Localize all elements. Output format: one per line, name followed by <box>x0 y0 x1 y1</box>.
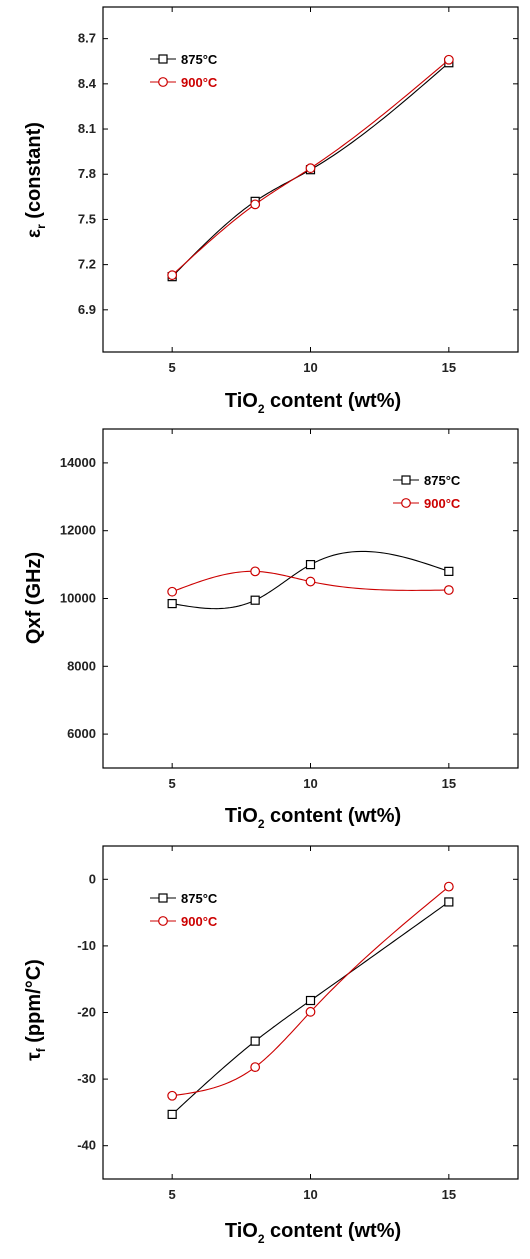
data-point-circle <box>443 585 454 595</box>
series-line <box>171 901 450 1115</box>
data-point-square <box>305 995 316 1006</box>
data-point-circle <box>250 1062 261 1073</box>
legend-marker-square <box>158 893 168 903</box>
data-point-square <box>250 1036 260 1046</box>
data-point-square <box>444 897 454 907</box>
series-line <box>171 570 449 593</box>
data-point-circle <box>443 54 454 65</box>
y-tick-label: -40 <box>77 1138 96 1153</box>
data-point-square <box>167 598 177 609</box>
legend-marker-square <box>401 475 411 485</box>
y-tick-label: 7.8 <box>78 166 96 181</box>
y-tick-label: -10 <box>77 938 96 953</box>
data-point-circle <box>305 576 316 587</box>
data-point-circle <box>443 881 454 892</box>
legend: 875°C 900°C <box>150 52 218 90</box>
data-point-square <box>444 566 454 576</box>
legend-label: 900°C <box>181 75 218 90</box>
legend-label: 900°C <box>424 496 461 511</box>
series-layer <box>167 550 454 610</box>
y-axis-symbol: τ <box>24 1052 45 1061</box>
y-axis-title: εr (constant) <box>23 122 48 238</box>
legend-label: 875°C <box>181 52 218 67</box>
x-axis-title: TiO2 content (wt%) <box>225 390 401 416</box>
y-tick-label: 8.1 <box>78 121 96 136</box>
y-axis-text: (constant) <box>23 122 45 224</box>
x-tick-label: 5 <box>169 360 176 375</box>
y-tick-label: 14000 <box>60 455 96 470</box>
data-point-circle <box>250 566 261 577</box>
y-tick-label: -20 <box>77 1005 96 1020</box>
data-point-square <box>305 559 316 570</box>
y-axis: 6.9 7.2 7.5 7.8 8.1 8.4 8.7 <box>78 31 518 317</box>
y-tick-label: 12000 <box>60 523 96 538</box>
x-tick-label: 15 <box>442 1187 456 1202</box>
series-layer <box>167 54 454 282</box>
data-point-circle <box>167 270 178 281</box>
y-tick-label: 8.4 <box>78 76 97 91</box>
y-axis-title: Qxf (GHz) <box>23 552 45 644</box>
panel-temperature-coefficient: -40 -30 -20 -10 0 5 10 15 875°C 900°C τf (ppm/°… <box>23 845 519 1246</box>
x-tick-label: 10 <box>303 1187 317 1202</box>
y-axis-text: (ppm/°C) <box>23 959 45 1048</box>
x-tick-label: 10 <box>303 776 317 791</box>
x-tick-label: 10 <box>303 360 317 375</box>
y-tick-label: 6000 <box>67 726 96 741</box>
x-axis-title: TiO2 content (wt%) <box>225 805 401 831</box>
y-tick-label: 6.9 <box>78 302 96 317</box>
legend-label: 875°C <box>424 473 461 488</box>
y-tick-label: 7.5 <box>78 211 96 226</box>
series-line <box>172 886 450 1097</box>
y-axis-subscript: r <box>34 224 48 229</box>
y-axis-title: τf (ppm/°C) <box>23 959 48 1061</box>
series-line <box>171 59 450 276</box>
x-tick-label: 15 <box>442 360 456 375</box>
x-axis: 5 10 15 <box>169 846 456 1202</box>
y-tick-label: -30 <box>77 1071 96 1086</box>
legend-marker-circle <box>158 916 168 926</box>
data-point-circle <box>167 1090 178 1101</box>
y-axis: -40 -30 -20 -10 0 <box>77 871 518 1153</box>
legend-marker-square <box>158 54 168 64</box>
y-axis-symbol: ε <box>24 229 45 238</box>
data-point-circle <box>305 163 316 174</box>
x-axis-title: TiO2 content (wt%) <box>225 1220 401 1246</box>
data-point-square <box>250 595 260 605</box>
x-axis: 5 10 15 <box>169 429 456 791</box>
y-tick-label: 0 <box>89 871 96 886</box>
legend-marker-circle <box>401 498 411 508</box>
data-point-circle <box>167 586 178 597</box>
y-axis-subscript: f <box>34 1047 48 1052</box>
data-point-circle <box>250 199 261 210</box>
panel-dielectric-constant: 6.9 7.2 7.5 7.8 8.1 8.4 8.7 5 10 15 875°C 900°C ε… <box>23 6 519 416</box>
legend-label: 900°C <box>181 914 218 929</box>
x-tick-label: 5 <box>169 1187 176 1202</box>
panel-qxf: 6000 8000 10000 12000 14000 5 10 15 875°C 900°C… <box>23 428 519 831</box>
y-tick-label: 7.2 <box>78 257 96 272</box>
x-tick-label: 5 <box>169 776 176 791</box>
y-tick-label: 8.7 <box>78 31 96 46</box>
y-tick-label: 10000 <box>60 591 96 606</box>
legend-label: 875°C <box>181 891 218 906</box>
legend: 875°C 900°C <box>150 891 218 929</box>
series-line <box>171 62 450 278</box>
y-tick-label: 8000 <box>67 658 96 673</box>
data-point-square <box>167 1109 177 1119</box>
x-axis: 5 10 15 <box>169 7 456 375</box>
series-line <box>172 550 450 610</box>
data-point-circle <box>305 1006 316 1017</box>
x-tick-label: 15 <box>442 776 456 791</box>
series-layer <box>167 881 454 1119</box>
y-axis: 6000 8000 10000 12000 14000 <box>60 455 518 741</box>
legend: 875°C 900°C <box>393 473 461 511</box>
legend-marker-circle <box>158 77 168 87</box>
